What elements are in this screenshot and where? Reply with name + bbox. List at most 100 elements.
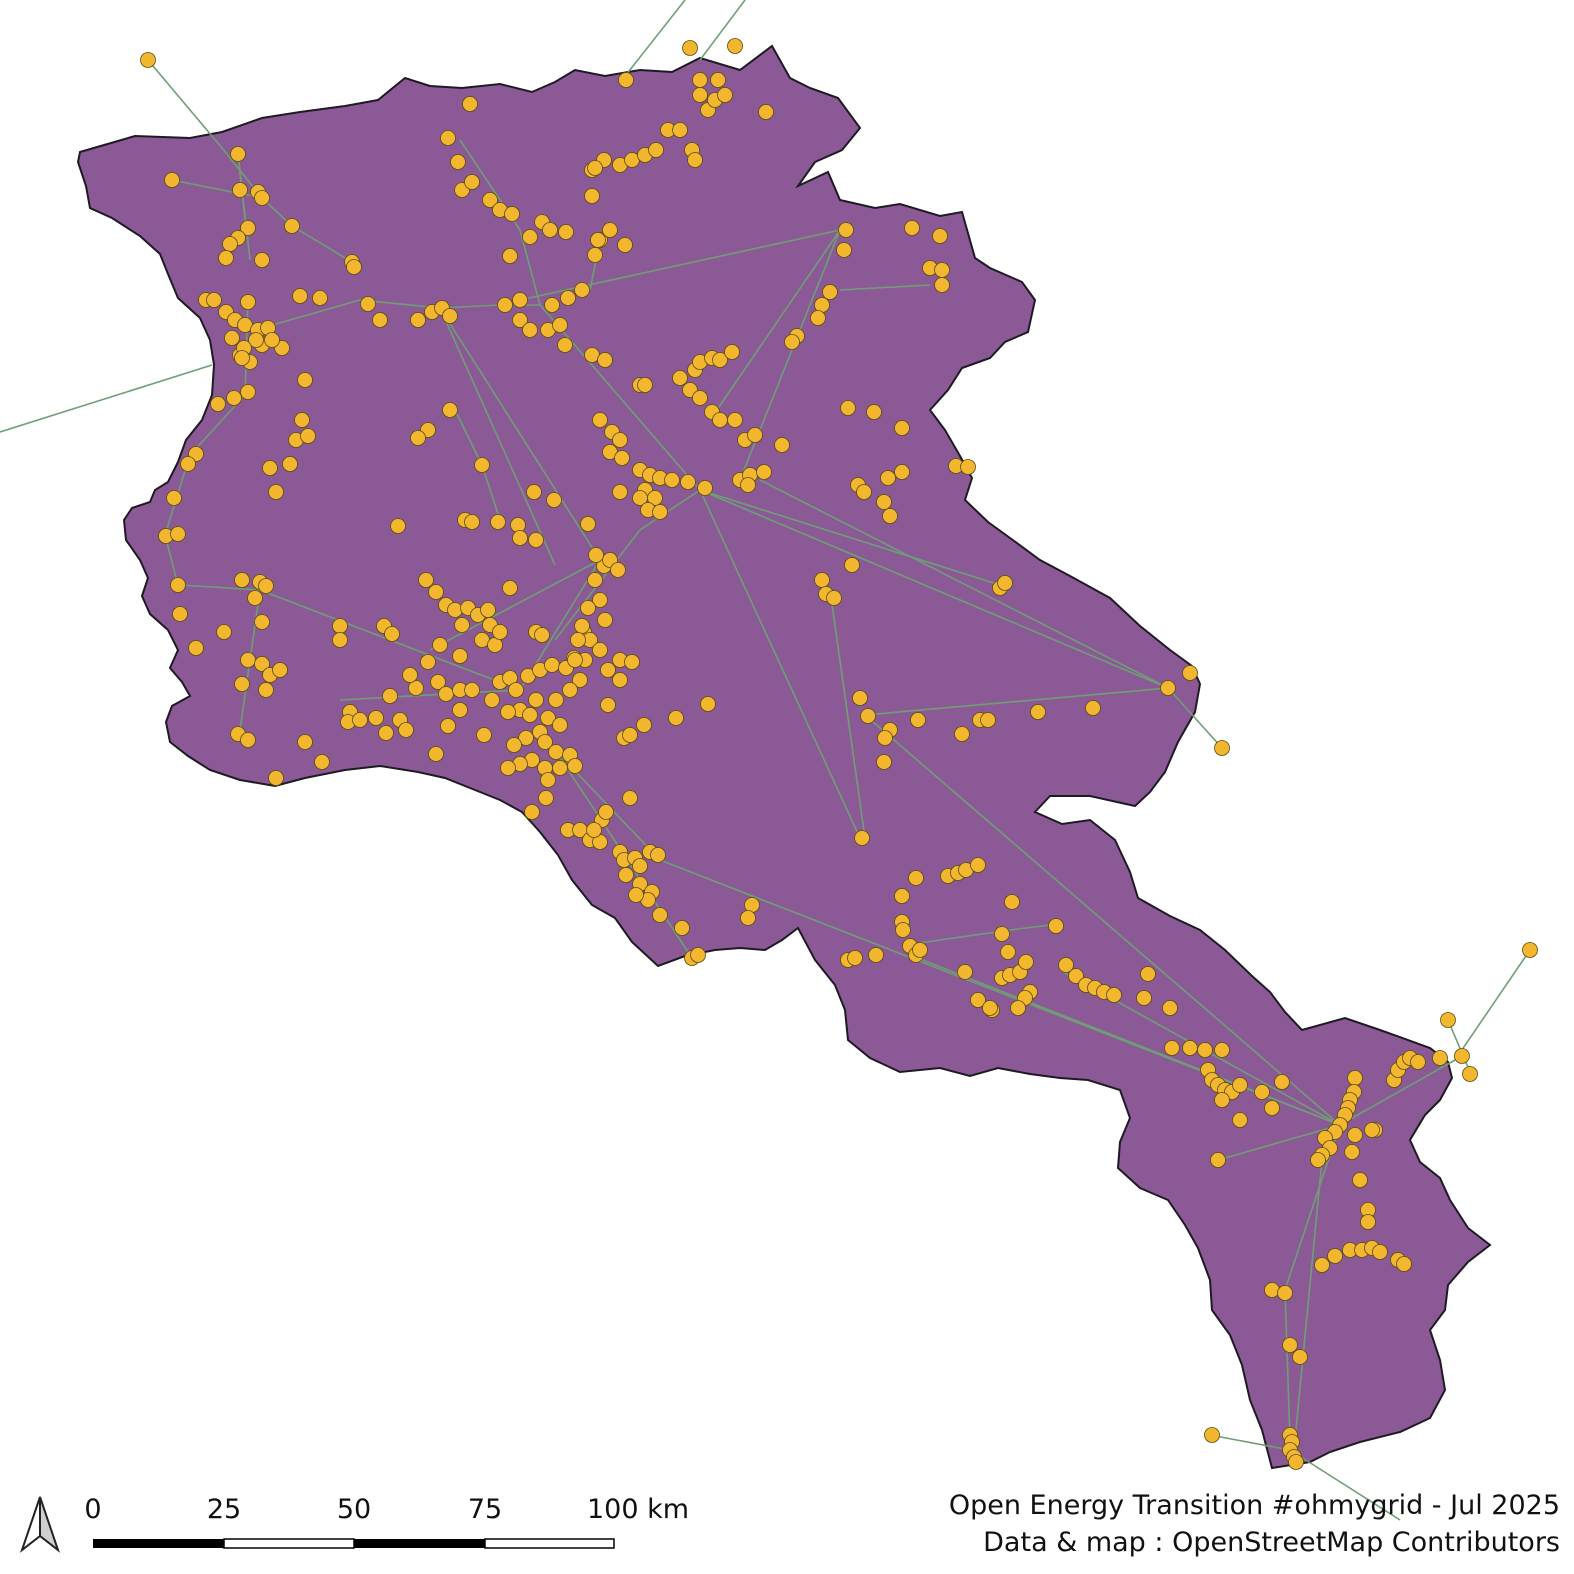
scale-tick-100-km: 100 km: [586, 1494, 690, 1525]
substation-point: [1232, 1112, 1248, 1128]
substation-point: [492, 624, 508, 640]
substation-point: [166, 490, 182, 506]
power-line: [291, 225, 353, 263]
substation-point: [740, 477, 756, 493]
substation-point: [312, 290, 328, 306]
substation-point: [368, 710, 384, 726]
substation-point: [876, 494, 892, 510]
substation-point: [587, 247, 603, 263]
substation-point: [882, 508, 898, 524]
substation-point: [1454, 1048, 1470, 1064]
substation-point: [522, 707, 538, 723]
substation-point: [464, 682, 480, 698]
substation-point: [234, 572, 250, 588]
substation-point: [756, 464, 772, 480]
substation-point: [314, 754, 330, 770]
substation-point: [1254, 1084, 1270, 1100]
substation-point: [206, 292, 222, 308]
substation-point: [240, 220, 256, 236]
substation-point: [586, 822, 602, 838]
substation-point: [847, 950, 863, 966]
substation-point: [510, 517, 526, 533]
power-line: [439, 307, 601, 561]
power-line: [454, 409, 483, 466]
power-line: [699, 489, 1169, 689]
substation-point: [384, 626, 400, 642]
power-line: [481, 464, 501, 521]
substation-point: [727, 38, 743, 54]
power-line: [621, 0, 686, 81]
substation-point: [210, 396, 226, 412]
substation-point: [622, 790, 638, 806]
substation-point: [1106, 987, 1122, 1003]
substation-point: [452, 648, 468, 664]
substation-point: [672, 122, 688, 138]
substation-point: [1440, 1012, 1456, 1028]
substation-point: [462, 96, 478, 112]
substation-points: [140, 38, 1538, 1470]
substation-point: [398, 722, 414, 738]
substation-point: [430, 674, 446, 690]
substation-point: [567, 652, 583, 668]
scale-tick-50: 50: [336, 1494, 372, 1525]
substation-point: [172, 606, 188, 622]
substation-point: [247, 590, 263, 606]
power-line: [1009, 924, 1051, 931]
substation-point: [614, 450, 630, 466]
substation-point: [910, 712, 926, 728]
substation-point: [876, 754, 892, 770]
scale-tick-25: 25: [206, 1494, 242, 1525]
power-line: [699, 489, 1001, 586]
substation-point: [1164, 1040, 1180, 1056]
substation-point: [934, 262, 950, 278]
power-line: [1447, 1019, 1471, 1073]
substation-point: [932, 228, 948, 244]
power-line: [0, 364, 213, 433]
substation-point: [490, 514, 506, 530]
substation-point: [652, 907, 668, 923]
substation-point: [982, 1000, 998, 1016]
substation-point: [226, 390, 242, 406]
substation-point: [1085, 700, 1101, 716]
substation-point: [332, 618, 348, 634]
substation-point: [542, 222, 558, 238]
substation-point: [540, 772, 556, 788]
substation-point: [524, 804, 540, 820]
substation-point: [268, 484, 284, 500]
substation-point: [234, 350, 250, 366]
substation-point: [272, 662, 288, 678]
substation-point: [222, 236, 238, 252]
substation-point: [262, 460, 278, 476]
substation-point: [480, 602, 496, 618]
substation-point: [544, 297, 560, 313]
substation-point: [450, 154, 466, 170]
substation-point: [390, 518, 406, 534]
substation-point: [1010, 1000, 1026, 1016]
substation-point: [934, 277, 950, 293]
substation-point: [994, 926, 1010, 942]
substation-point: [592, 412, 608, 428]
substation-point: [1432, 1050, 1448, 1066]
substation-point: [1048, 918, 1064, 934]
substation-point: [712, 412, 728, 428]
substation-point: [512, 530, 528, 546]
substation-point: [727, 412, 743, 428]
scale-tick-0: 0: [84, 1494, 102, 1525]
substation-point: [297, 372, 313, 388]
country-region: [76, 44, 1492, 1470]
substation-point: [1360, 1214, 1376, 1230]
power-line: [1289, 1449, 1401, 1521]
power-line: [1209, 1434, 1291, 1451]
substation-point: [360, 296, 376, 312]
substation-point: [680, 474, 696, 490]
substation-point: [574, 282, 590, 298]
substation-point: [224, 330, 240, 346]
power-line: [519, 229, 841, 301]
substation-point: [474, 457, 490, 473]
substation-point: [558, 224, 574, 240]
substation-point: [512, 292, 528, 308]
substation-point: [1314, 1257, 1330, 1273]
substation-point: [476, 727, 492, 743]
power-line: [147, 59, 223, 149]
power-line: [699, 0, 746, 61]
